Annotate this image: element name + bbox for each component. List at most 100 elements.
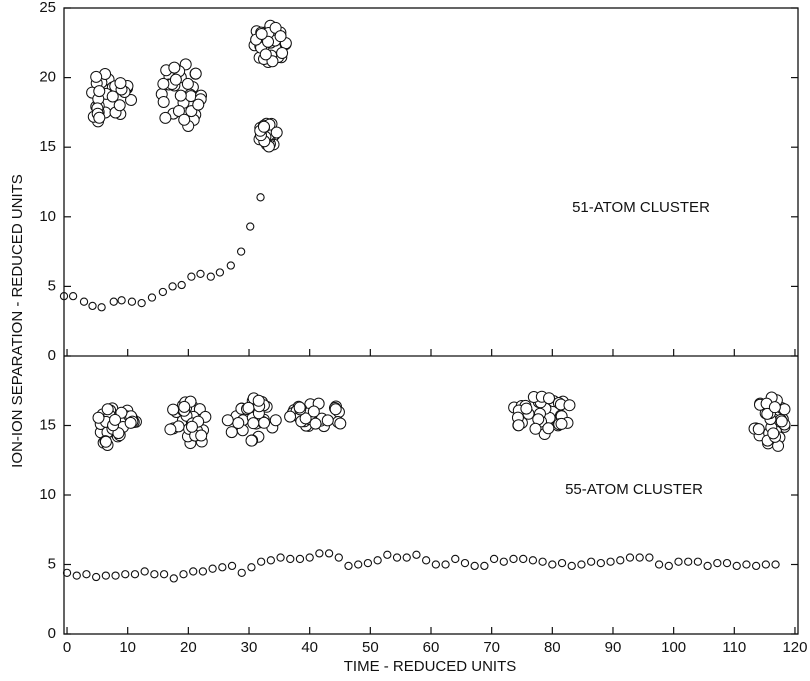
atom bbox=[329, 403, 342, 416]
plot-frame bbox=[63, 7, 799, 635]
point bbox=[596, 558, 606, 568]
atom bbox=[101, 403, 114, 416]
atom bbox=[778, 403, 791, 416]
point bbox=[198, 567, 208, 576]
y-tick-label: 5 bbox=[48, 555, 56, 572]
point bbox=[286, 554, 295, 564]
point bbox=[751, 561, 761, 571]
atom bbox=[258, 416, 271, 429]
x-tick-label: 60 bbox=[423, 639, 440, 656]
point bbox=[111, 571, 120, 580]
point bbox=[722, 558, 732, 568]
atom bbox=[255, 27, 268, 40]
point bbox=[684, 557, 693, 566]
x-tick-label: 0 bbox=[63, 639, 71, 656]
point bbox=[68, 291, 78, 301]
point bbox=[127, 297, 137, 306]
atom bbox=[299, 412, 312, 425]
point bbox=[101, 571, 111, 580]
atom bbox=[307, 405, 320, 418]
cluster-drawings bbox=[86, 19, 791, 452]
point bbox=[577, 560, 586, 569]
atom bbox=[157, 95, 170, 108]
x-tick-label: 100 bbox=[661, 639, 686, 656]
point bbox=[402, 553, 411, 562]
atom bbox=[276, 47, 289, 60]
atom bbox=[90, 70, 103, 83]
x-tick-label: 70 bbox=[483, 639, 500, 656]
point bbox=[635, 553, 644, 562]
point bbox=[247, 563, 256, 572]
point bbox=[441, 560, 450, 569]
point bbox=[586, 557, 596, 566]
x-tick-label: 10 bbox=[119, 639, 136, 656]
point bbox=[159, 570, 169, 579]
atom bbox=[114, 77, 127, 90]
point bbox=[218, 563, 227, 572]
point bbox=[206, 272, 215, 281]
point bbox=[109, 297, 118, 306]
atom bbox=[242, 401, 255, 414]
annotation: 55-ATOM CLUSTER bbox=[565, 481, 703, 498]
atom bbox=[178, 113, 191, 126]
point bbox=[489, 554, 499, 564]
point bbox=[130, 570, 140, 579]
atom bbox=[181, 77, 194, 90]
atom bbox=[189, 67, 202, 80]
atom bbox=[284, 410, 297, 423]
atom bbox=[93, 111, 106, 124]
point bbox=[742, 560, 751, 569]
atom bbox=[257, 120, 270, 133]
atom bbox=[225, 426, 238, 439]
point bbox=[363, 558, 373, 568]
point bbox=[703, 561, 712, 571]
atom bbox=[775, 415, 788, 428]
point bbox=[72, 571, 81, 580]
point bbox=[179, 570, 188, 579]
atom bbox=[293, 401, 306, 414]
y-axis-label: ION-ION SEPARATION - REDUCED UNITS bbox=[9, 174, 26, 468]
atom bbox=[113, 99, 126, 112]
atom bbox=[520, 402, 533, 415]
point bbox=[266, 556, 276, 565]
point bbox=[256, 193, 265, 202]
point bbox=[305, 553, 314, 562]
point bbox=[168, 282, 177, 291]
atom bbox=[174, 89, 187, 102]
point bbox=[237, 568, 246, 577]
point bbox=[215, 268, 225, 277]
point bbox=[88, 301, 97, 311]
point bbox=[334, 553, 343, 562]
x-tick-label: 80 bbox=[544, 639, 561, 656]
point bbox=[276, 553, 285, 562]
point bbox=[147, 293, 157, 302]
point bbox=[392, 553, 402, 562]
point bbox=[196, 269, 205, 279]
point bbox=[117, 296, 126, 305]
point bbox=[246, 222, 255, 231]
point bbox=[519, 554, 528, 564]
point bbox=[82, 570, 91, 579]
atom bbox=[245, 434, 258, 447]
atom bbox=[185, 420, 198, 433]
point bbox=[121, 570, 130, 579]
atom bbox=[252, 394, 265, 407]
atom bbox=[529, 422, 542, 435]
atom bbox=[99, 435, 112, 448]
point bbox=[421, 556, 431, 565]
atom bbox=[172, 104, 185, 117]
point bbox=[150, 570, 159, 579]
atom bbox=[125, 94, 138, 107]
point bbox=[177, 280, 186, 290]
atom bbox=[195, 429, 208, 442]
atom bbox=[309, 417, 322, 430]
atom bbox=[169, 73, 182, 86]
point bbox=[732, 561, 741, 571]
point bbox=[344, 561, 353, 571]
point bbox=[208, 564, 217, 573]
x-tick-label: 110 bbox=[722, 639, 746, 656]
point bbox=[59, 291, 69, 301]
atom bbox=[512, 419, 525, 432]
point bbox=[227, 561, 237, 571]
y-tick-label: 15 bbox=[39, 416, 56, 433]
